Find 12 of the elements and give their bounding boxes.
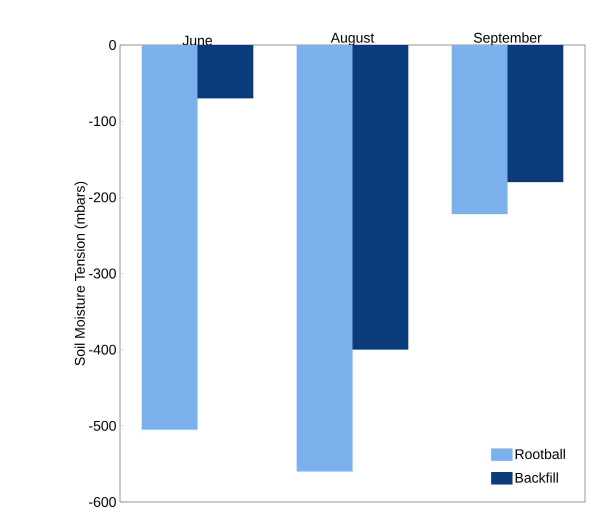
- y-tick-label: -400: [89, 344, 116, 355]
- y-axis-title: Soil Moisture Tension (mbars): [74, 182, 88, 366]
- x-tick-label: September: [474, 32, 542, 46]
- y-tick-label: -500: [89, 420, 116, 431]
- y-tick-label: 0: [109, 40, 116, 50]
- legend-label: Backfill: [516, 472, 558, 483]
- y-tick-label: -600: [89, 497, 116, 507]
- x-tick-label: August: [330, 32, 374, 46]
- y-tick-label: -200: [89, 192, 116, 202]
- y-tick-label: -300: [89, 268, 116, 278]
- legend-label: Rootball: [516, 448, 565, 460]
- y-tick-label: -100: [89, 116, 116, 126]
